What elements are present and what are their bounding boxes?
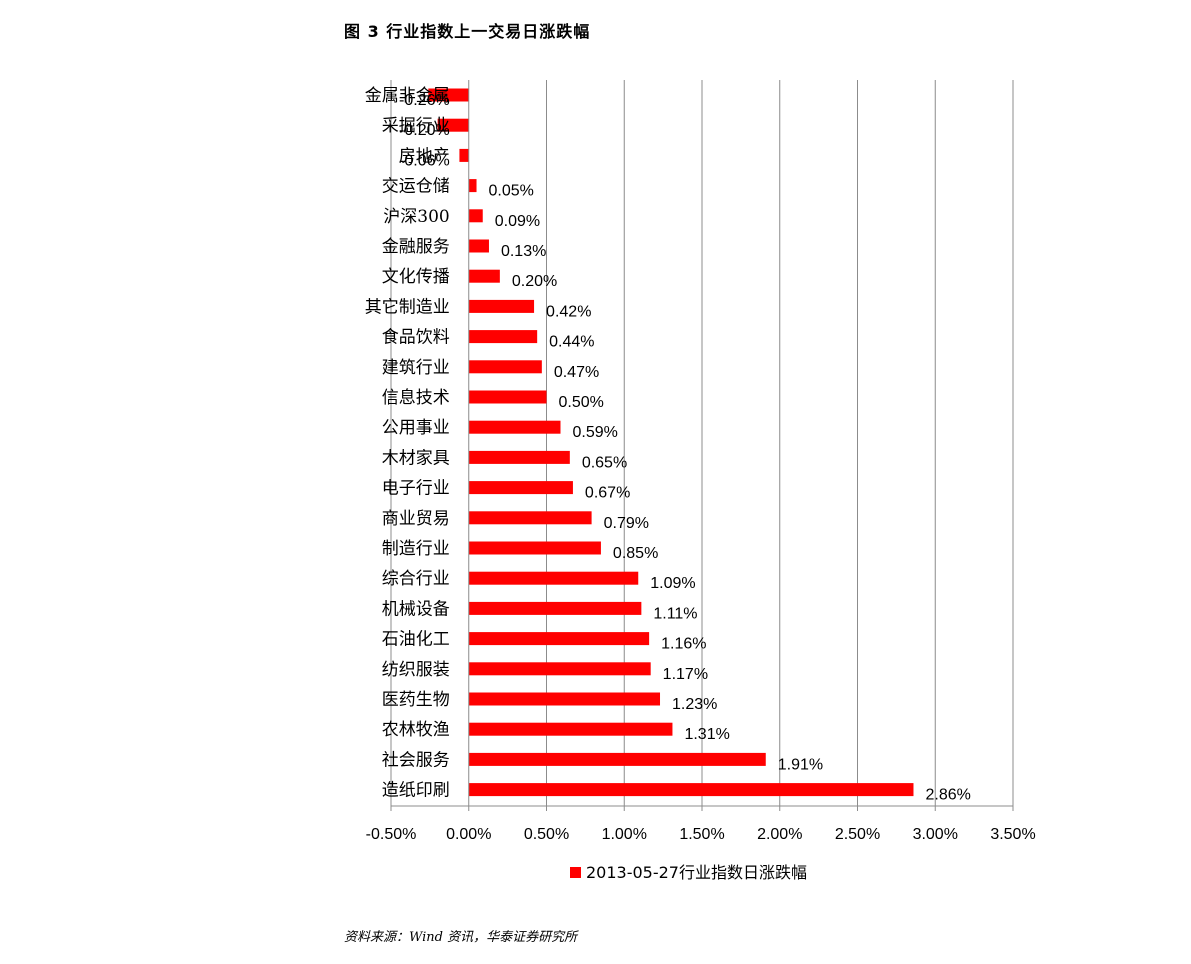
x-tick-label: 3.00% [913, 826, 958, 843]
value-label: 0.09% [495, 213, 540, 230]
category-label: 食品饮料 [382, 328, 450, 348]
bar [468, 330, 538, 344]
bar [468, 390, 547, 404]
category-label: 文化传播 [382, 267, 450, 287]
category-label: 综合行业 [382, 569, 450, 589]
bar [468, 179, 477, 193]
category-label: 金属非金属 [365, 86, 450, 106]
bar [468, 571, 639, 585]
value-label: 1.11% [653, 605, 697, 622]
value-label: -0.20% [399, 122, 450, 139]
category-label: 机械设备 [382, 599, 450, 619]
figure-title: 图 3 行业指数上一交易日涨跌幅 [344, 22, 591, 41]
category-label: 医药生物 [382, 690, 450, 710]
value-label: 0.85% [613, 545, 658, 562]
category-label: 纺织服装 [382, 660, 450, 680]
legend-label: 2013-05-27行业指数日涨跌幅 [586, 863, 807, 882]
category-label: 造纸印刷 [382, 781, 450, 801]
bar [468, 209, 483, 223]
category-label: 公用事业 [382, 418, 450, 438]
x-tick-label: 0.00% [446, 826, 491, 843]
value-label: 0.79% [604, 515, 649, 532]
value-label: 0.50% [559, 394, 604, 411]
value-label: 0.47% [554, 364, 599, 381]
category-label: 采掘行业 [382, 116, 450, 136]
bar [468, 783, 914, 797]
value-label: 0.65% [582, 454, 627, 471]
bar [468, 420, 561, 434]
category-label: 沪深300 [383, 207, 449, 227]
bar [428, 88, 469, 102]
category-label: 石油化工 [382, 630, 450, 650]
category-label: 金融服务 [382, 237, 450, 257]
bar [468, 541, 601, 555]
value-label: 0.20% [512, 273, 557, 290]
source-note: 资料来源：Wind 资讯，华泰证券研究所 [344, 930, 578, 945]
bar [468, 752, 766, 766]
x-tick-label: 2.50% [835, 826, 880, 843]
legend: 2013-05-27行业指数日涨跌幅 [570, 863, 807, 882]
bar [459, 148, 469, 162]
x-tick-labels: -0.50% 0.00% 0.50% 1.00% 1.50% 2.00% 2.50% 3.00… [366, 826, 1036, 843]
value-label: 0.44% [549, 334, 594, 351]
bar [468, 299, 535, 313]
bar [468, 269, 500, 283]
bar [468, 511, 592, 525]
bar [468, 360, 542, 374]
x-tick-label: 1.00% [602, 826, 647, 843]
bar [468, 662, 651, 676]
bar [468, 601, 642, 615]
value-label: 1.23% [672, 696, 717, 713]
value-label: 0.59% [572, 424, 617, 441]
category-label: 木材家具 [382, 448, 450, 468]
value-labels: -0.26% -0.20% -0.06% 0.05% 0.09% 0.13% 0.20% 0.… [399, 92, 971, 804]
bar [468, 481, 573, 495]
value-label: 1.09% [650, 575, 695, 592]
value-label: 0.05% [489, 183, 534, 200]
x-tick-label: 3.50% [990, 826, 1035, 843]
bar [468, 632, 650, 646]
bar [468, 722, 673, 736]
category-label: 建筑行业 [382, 358, 450, 378]
value-label: 1.91% [778, 756, 823, 773]
category-label: 制造行业 [382, 539, 450, 559]
bar [468, 692, 661, 706]
category-label: 交运仓储 [382, 177, 450, 197]
x-tick-label: 0.50% [524, 826, 569, 843]
value-label: 0.42% [546, 303, 591, 320]
grid-lines [390, 80, 1014, 806]
bars [428, 88, 914, 797]
category-label: 其它制造业 [365, 297, 450, 317]
x-tick-label: 1.50% [679, 826, 724, 843]
x-tick-label: 2.00% [757, 826, 802, 843]
value-label: 0.13% [501, 243, 546, 260]
category-label: 电子行业 [382, 479, 450, 499]
category-label: 社会服务 [382, 750, 450, 770]
bar [468, 450, 570, 464]
value-label: -0.26% [399, 92, 450, 109]
value-label: 0.67% [585, 485, 630, 502]
value-label: -0.06% [399, 152, 450, 169]
value-label: 1.17% [663, 666, 708, 683]
value-label: 1.31% [684, 726, 729, 743]
category-label: 信息技术 [382, 388, 450, 408]
category-label: 房地产 [399, 146, 450, 166]
value-label: 1.16% [661, 636, 706, 653]
axis [390, 80, 1014, 811]
bar [437, 118, 469, 132]
category-label: 农林牧渔 [382, 720, 450, 740]
x-tick-label: -0.50% [366, 826, 417, 843]
bar [468, 239, 489, 253]
category-label: 商业贸易 [382, 509, 450, 529]
legend-swatch [570, 867, 581, 878]
value-label: 2.86% [925, 787, 970, 804]
